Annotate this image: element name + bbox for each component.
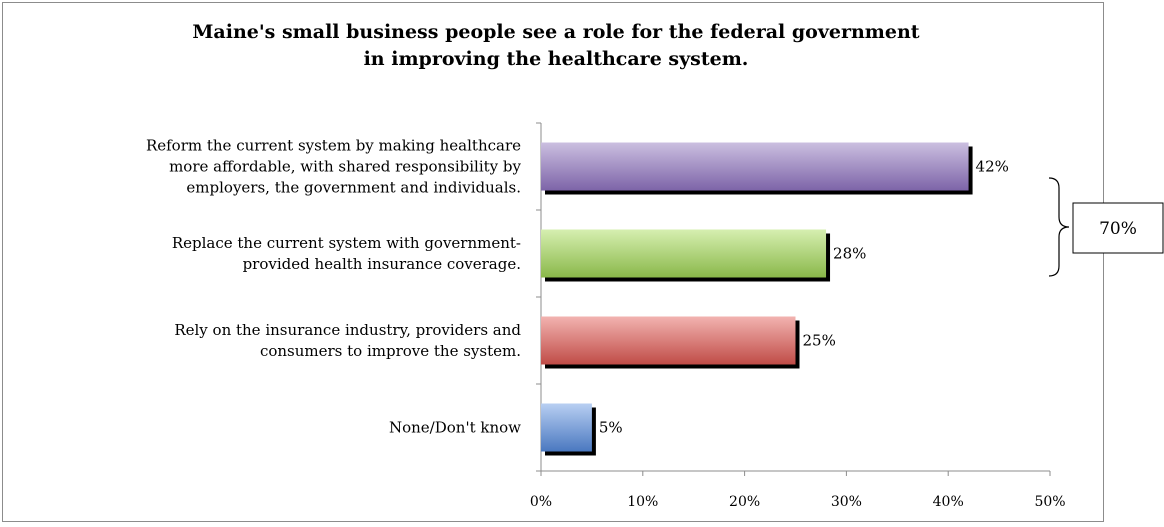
- chart-title-line: Maine's small business people see a role…: [192, 21, 919, 43]
- bracket-annotation: 70%: [1049, 178, 1163, 276]
- chart-title-line: in improving the healthcare system.: [364, 48, 749, 70]
- category-label: None/Don't know: [389, 419, 521, 437]
- data-label: 28%: [833, 245, 866, 263]
- category-label: Rely on the insurance industry, provider…: [174, 321, 521, 360]
- data-label: 25%: [803, 332, 836, 350]
- bracket: [1049, 178, 1069, 276]
- category-label: Replace the current system with governme…: [172, 234, 521, 273]
- chart-bars: 42% 28% 25% 5%: [541, 143, 1009, 456]
- x-tick-label: 50%: [1034, 494, 1065, 510]
- x-tick-label: 0%: [530, 494, 552, 510]
- annotation-label: 70%: [1099, 219, 1137, 239]
- category-labels: Reform the current system by making heal…: [146, 137, 522, 437]
- x-tick-label: 30%: [831, 494, 862, 510]
- x-tick-label: 40%: [933, 494, 964, 510]
- data-label: 5%: [599, 419, 623, 437]
- bar: [541, 404, 592, 452]
- x-tick-label: 20%: [729, 494, 760, 510]
- bar: [541, 143, 969, 191]
- bar: [541, 317, 796, 365]
- data-label: 42%: [976, 158, 1009, 176]
- x-tick-label: 10%: [627, 494, 658, 510]
- bar: [541, 230, 826, 278]
- category-label: Reform the current system by making heal…: [146, 137, 522, 197]
- chart-title: Maine's small business people see a role…: [192, 21, 919, 70]
